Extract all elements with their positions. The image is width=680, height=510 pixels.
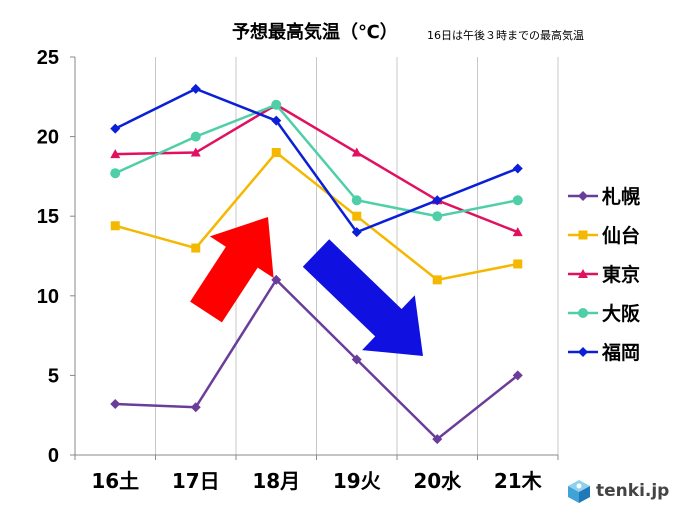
x-tick-label: 21木 [494,469,543,493]
series-仙台 [110,148,523,285]
data-point [191,243,201,253]
trend-arrow-up [190,217,274,323]
data-point [110,123,121,134]
series-line [114,103,518,218]
data-point [271,99,282,110]
series-福岡 [110,83,523,238]
x-tick-label: 18月 [252,469,300,493]
series-line [115,103,519,234]
x-tick-label: 16土 [91,469,139,493]
data-point [352,211,362,221]
y-tick-labels: 0 5 10 15 20 25 [37,47,59,467]
x-tick-label: 17日 [172,469,220,493]
series-lines [110,83,523,445]
data-point [513,259,523,269]
legend-item: 福岡 [566,332,640,371]
chart-note: 16日は午後３時までの最高気温 [427,29,584,42]
data-point [351,195,362,206]
data-point [190,83,201,94]
legend-label: 札幌 [602,186,641,208]
y-tick-label: 5 [48,365,59,387]
series-line [114,87,519,234]
data-point [190,147,201,157]
x-tick-labels: 16土 17日 18月 19火 20水 21木 [91,469,542,493]
trend-arrows [190,217,423,356]
data-point [271,148,281,158]
data-point [110,221,120,231]
series-大阪 [110,99,523,222]
data-point [351,354,362,365]
data-point [351,147,362,157]
data-point [512,163,523,174]
data-point [110,399,121,410]
tenki-logo: tenki.jp [566,478,669,504]
legend-label: 東京 [602,264,641,286]
legend-swatch [568,230,598,239]
legend-label: 福岡 [602,342,641,364]
y-tick-label: 0 [48,445,59,467]
tenki-cube-icon [568,480,590,503]
trend-arrow-down [302,239,423,356]
legend-swatch [568,268,598,278]
legend-item: 仙台 [566,215,640,254]
data-point [110,149,121,159]
data-point [351,227,362,238]
grid-lines [155,57,559,455]
axes [70,56,559,460]
data-point [432,211,443,222]
y-tick-label: 25 [37,47,59,69]
legend-swatch [568,346,598,357]
data-point [512,227,523,237]
y-tick-label: 20 [37,127,59,149]
legend-item: 東京 [566,254,640,293]
data-point [512,370,523,381]
data-point [432,434,443,445]
tenki-logo-text: tenki.jp [596,481,670,501]
legend: 札幌仙台東京大阪福岡 [566,176,640,371]
y-tick-label: 15 [37,206,59,228]
data-point [271,115,282,126]
data-point [432,275,442,285]
data-point [512,195,523,206]
data-point [432,195,443,206]
legend-swatch [568,190,598,201]
legend-swatch [568,307,598,318]
series-line [115,277,519,441]
data-point [271,274,282,285]
x-tick-label: 19火 [333,469,382,493]
x-tick-label: 20水 [413,469,462,493]
data-point [190,131,201,142]
data-point [190,402,201,413]
series-line [114,150,518,282]
legend-label: 仙台 [602,225,641,247]
y-tick-label: 10 [37,286,59,308]
series-札幌 [110,274,523,445]
legend-item: 札幌 [566,176,640,215]
legend-item: 大阪 [566,293,640,332]
data-point [110,168,121,179]
chart-title: 予想最高気温（℃） [232,22,398,43]
legend-label: 大阪 [602,303,641,325]
